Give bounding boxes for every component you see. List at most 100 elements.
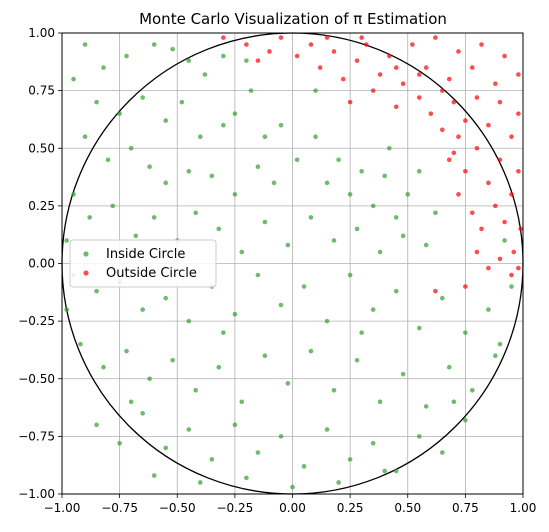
inside-point-1 bbox=[101, 65, 106, 70]
inside-point-52 bbox=[331, 238, 337, 243]
inside-point-84 bbox=[170, 358, 175, 363]
outside-point-58 bbox=[516, 265, 521, 271]
inside-point-32 bbox=[324, 180, 330, 186]
outside-point-22 bbox=[493, 81, 498, 87]
inside-point-101 bbox=[140, 411, 145, 416]
inside-point-58 bbox=[416, 169, 422, 174]
x-tick-label-2: −0.50 bbox=[159, 501, 196, 515]
inside-point-33 bbox=[336, 157, 341, 163]
outside-point-17 bbox=[433, 35, 438, 40]
inside-point-126 bbox=[451, 399, 457, 405]
inside-point-88 bbox=[262, 353, 268, 359]
inside-point-90 bbox=[308, 348, 314, 354]
legend-label-outside: Outside Circle bbox=[106, 266, 197, 281]
inside-point-123 bbox=[509, 284, 514, 289]
outside-point-40 bbox=[474, 145, 480, 151]
outside-point-33 bbox=[474, 95, 480, 100]
inside-point-40 bbox=[71, 192, 76, 197]
outside-point-24 bbox=[516, 72, 521, 77]
outside-point-26 bbox=[370, 88, 376, 93]
outside-point-1 bbox=[244, 42, 249, 47]
outside-point-63 bbox=[324, 35, 330, 40]
inside-point-130 bbox=[359, 330, 364, 335]
inside-point-117 bbox=[198, 480, 203, 485]
outside-point-64 bbox=[446, 157, 452, 163]
inside-point-30 bbox=[294, 157, 300, 163]
inside-point-79 bbox=[497, 341, 503, 347]
inside-point-113 bbox=[416, 434, 422, 439]
outside-point-25 bbox=[347, 99, 353, 105]
outside-point-57 bbox=[433, 288, 438, 294]
inside-point-115 bbox=[463, 417, 468, 423]
inside-point-19 bbox=[278, 122, 284, 128]
outside-point-9 bbox=[340, 76, 346, 82]
inside-point-112 bbox=[393, 468, 399, 474]
outside-point-19 bbox=[456, 49, 461, 54]
outside-point-45 bbox=[456, 192, 461, 197]
inside-point-25 bbox=[186, 169, 192, 174]
legend-marker-inside bbox=[83, 251, 89, 257]
inside-point-105 bbox=[232, 422, 238, 428]
inside-point-64 bbox=[163, 295, 169, 301]
outside-point-60 bbox=[416, 72, 422, 77]
outside-point-31 bbox=[451, 99, 457, 105]
outside-point-0 bbox=[221, 35, 226, 40]
y-tick-label-2: −0.50 bbox=[18, 372, 55, 386]
outside-point-34 bbox=[486, 122, 491, 128]
inside-point-80 bbox=[78, 341, 83, 347]
inside-point-109 bbox=[324, 427, 330, 432]
inside-point-27 bbox=[232, 192, 238, 197]
x-tick-label-7: 0.75 bbox=[452, 501, 479, 515]
inside-point-97 bbox=[469, 387, 475, 393]
outside-point-6 bbox=[308, 42, 314, 47]
inside-point-3 bbox=[151, 42, 157, 47]
outside-point-29 bbox=[428, 111, 434, 116]
inside-point-9 bbox=[94, 99, 99, 105]
outside-point-51 bbox=[518, 226, 523, 232]
inside-point-63 bbox=[140, 307, 145, 312]
inside-point-51 bbox=[308, 215, 314, 220]
inside-point-22 bbox=[128, 145, 134, 151]
inside-point-57 bbox=[433, 210, 438, 216]
ticks-layer: −1.00 −0.75 −0.50 −0.25 0.00 0.25 0.50 0.75 1.00… bbox=[18, 26, 536, 515]
inside-point-48 bbox=[239, 249, 245, 255]
inside-point-100 bbox=[117, 440, 122, 446]
inside-point-106 bbox=[255, 450, 261, 455]
y-tick-label-5: 0.25 bbox=[28, 199, 55, 213]
inside-point-131 bbox=[221, 330, 226, 335]
outside-point-18 bbox=[446, 76, 452, 82]
inside-point-122 bbox=[64, 307, 69, 312]
y-tick-label-0: −1.00 bbox=[18, 487, 55, 501]
inside-point-4 bbox=[170, 46, 175, 52]
inside-point-16 bbox=[232, 111, 238, 116]
inside-point-5 bbox=[186, 58, 192, 63]
inside-point-29 bbox=[271, 180, 277, 186]
outside-point-56 bbox=[463, 284, 468, 289]
inside-point-96 bbox=[446, 364, 452, 370]
inside-point-72 bbox=[347, 272, 353, 278]
y-tick-label-1: −0.75 bbox=[18, 429, 55, 443]
inside-point-65 bbox=[186, 318, 192, 324]
inside-point-15 bbox=[221, 122, 226, 128]
x-tick-label-4: 0.00 bbox=[279, 501, 306, 515]
inside-point-104 bbox=[209, 457, 215, 462]
outside-point-21 bbox=[479, 42, 484, 47]
inside-point-78 bbox=[486, 307, 491, 312]
outside-point-14 bbox=[400, 81, 406, 87]
inside-point-44 bbox=[151, 215, 157, 220]
inside-point-43 bbox=[133, 233, 139, 239]
inside-point-8 bbox=[71, 76, 76, 82]
x-tick-label-0: −1.00 bbox=[44, 501, 81, 515]
outside-point-37 bbox=[516, 111, 521, 116]
outside-point-49 bbox=[502, 219, 507, 225]
outside-point-30 bbox=[440, 127, 445, 133]
inside-point-114 bbox=[440, 450, 445, 455]
outside-point-27 bbox=[393, 104, 399, 110]
inside-point-111 bbox=[370, 440, 376, 446]
inside-point-99 bbox=[94, 422, 99, 428]
x-tick-label-6: 0.50 bbox=[394, 501, 421, 515]
outside-point-5 bbox=[294, 53, 300, 59]
inside-point-85 bbox=[193, 387, 198, 393]
outside-point-7 bbox=[317, 65, 323, 70]
